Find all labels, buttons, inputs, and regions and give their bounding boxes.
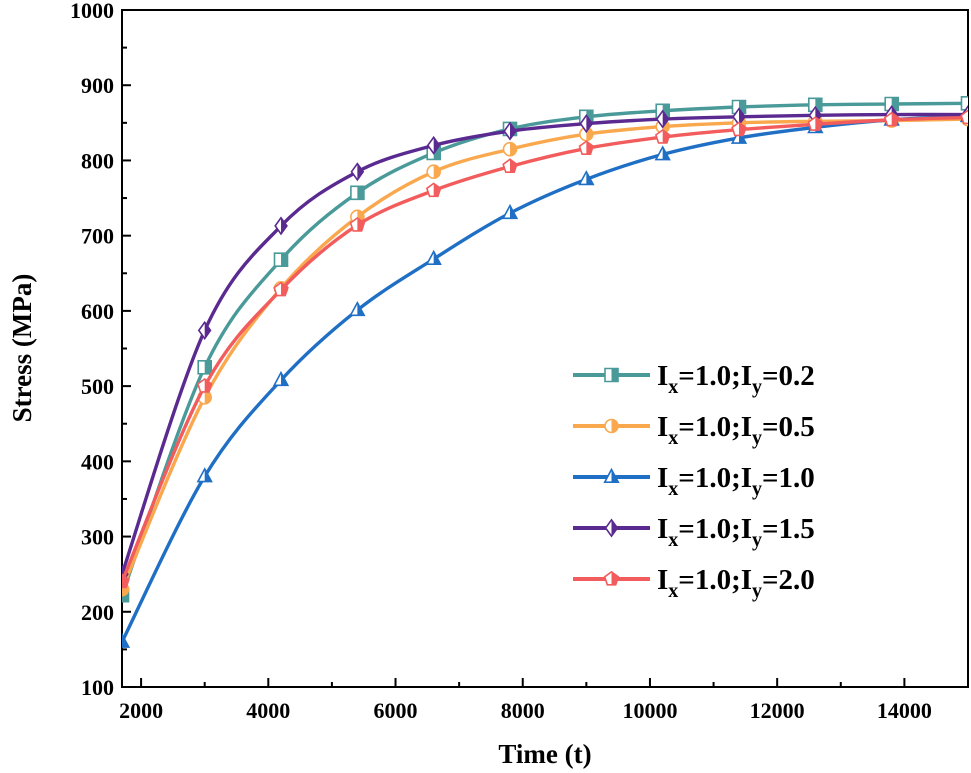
- data-point: [579, 114, 594, 134]
- data-point: [883, 111, 900, 127]
- data-point: [122, 632, 131, 648]
- series-line: [122, 115, 968, 584]
- data-point: [274, 216, 288, 236]
- series-line: [122, 114, 968, 644]
- data-point: [807, 116, 824, 131]
- y-tick-label: 700: [81, 224, 114, 249]
- legend-item: Ix=1.0;Iy=0.2: [573, 360, 815, 398]
- data-point: [960, 96, 968, 111]
- data-point: [196, 378, 213, 393]
- legend: Ix=1.0;Iy=0.2 Ix=1.0;Iy=0.5 Ix=1.0;Iy=1.0 I…: [573, 360, 815, 602]
- x-tick-label: 6000: [374, 698, 418, 723]
- y-tick-label: 900: [81, 73, 114, 98]
- legend-label: Ix=1.0;Iy=1.5: [657, 513, 815, 551]
- legend-item: Ix=1.0;Iy=1.0: [573, 462, 815, 500]
- data-point: [578, 140, 595, 155]
- data-point: [502, 141, 518, 157]
- series-line: [122, 101, 968, 597]
- legend-label: Ix=1.0;Iy=1.0: [657, 462, 815, 500]
- legend-marker: [604, 518, 619, 538]
- data-point: [425, 182, 442, 198]
- legend-label: Ix=1.0;Iy=0.2: [657, 360, 815, 398]
- legend-marker: [604, 418, 619, 434]
- y-tick-label: 1000: [70, 0, 114, 23]
- data-point: [122, 573, 130, 589]
- legend-label: Ix=1.0;Iy=2.0: [657, 564, 815, 602]
- data-point: [960, 109, 968, 125]
- data-point: [425, 249, 442, 266]
- data-point: [655, 109, 670, 129]
- y-tick-label: 500: [81, 374, 114, 399]
- plot-frame: [121, 9, 969, 688]
- y-tick-label: 400: [81, 449, 114, 474]
- x-axis-title: Time (t): [498, 739, 591, 769]
- legend-item: Ix=1.0;Iy=1.5: [573, 513, 815, 551]
- y-tick-label: 800: [81, 148, 114, 173]
- data-point: [503, 121, 517, 141]
- data-point: [426, 164, 441, 180]
- series-3: [122, 106, 968, 648]
- x-tick-label: 4000: [246, 698, 290, 723]
- legend-marker: [603, 467, 620, 484]
- data-point: [350, 162, 365, 182]
- series-5: [122, 109, 968, 589]
- y-tick-label: 200: [81, 600, 114, 625]
- data-point: [196, 467, 213, 483]
- x-tick-label: 12000: [750, 698, 805, 723]
- data-point: [731, 121, 747, 137]
- legend-item: Ix=1.0;Iy=2.0: [573, 564, 815, 602]
- series-layer: [122, 96, 968, 648]
- data-point: [273, 252, 289, 268]
- x-tick-label: 2000: [119, 698, 163, 723]
- legend-marker: [603, 570, 620, 586]
- data-point: [501, 203, 519, 220]
- legend-label: Ix=1.0;Iy=0.5: [657, 411, 815, 449]
- x-tick-label: 10000: [622, 698, 677, 723]
- series-2: [122, 111, 968, 597]
- data-point: [884, 96, 900, 112]
- series-1: [122, 96, 968, 603]
- y-axis-title: Stress (MPa): [7, 274, 37, 423]
- data-point: [654, 129, 671, 144]
- data-point: [349, 301, 366, 317]
- series-line: [122, 112, 968, 576]
- data-point: [273, 281, 289, 297]
- data-point: [807, 97, 823, 113]
- data-point: [272, 370, 290, 387]
- x-tick-label: 14000: [877, 698, 932, 723]
- series-line: [122, 117, 968, 591]
- x-tick-label: 8000: [501, 698, 545, 723]
- data-point: [730, 128, 748, 144]
- data-point: [654, 145, 671, 161]
- data-point: [197, 359, 212, 375]
- data-point: [350, 185, 365, 201]
- legend-item: Ix=1.0;Iy=0.5: [573, 411, 815, 449]
- y-tick-label: 300: [81, 525, 114, 550]
- axes: 2000 4000 6000 8000 10000 12000 14000 100 200 300…: [70, 0, 969, 723]
- legend-marker: [604, 367, 619, 383]
- data-point: [578, 170, 595, 186]
- series-4: [122, 105, 968, 584]
- y-tick-label: 100: [81, 675, 114, 700]
- data-point: [349, 217, 366, 232]
- y-tick-label: 600: [81, 299, 114, 324]
- data-point: [502, 158, 518, 173]
- data-point: [426, 135, 441, 155]
- data-point: [197, 320, 212, 340]
